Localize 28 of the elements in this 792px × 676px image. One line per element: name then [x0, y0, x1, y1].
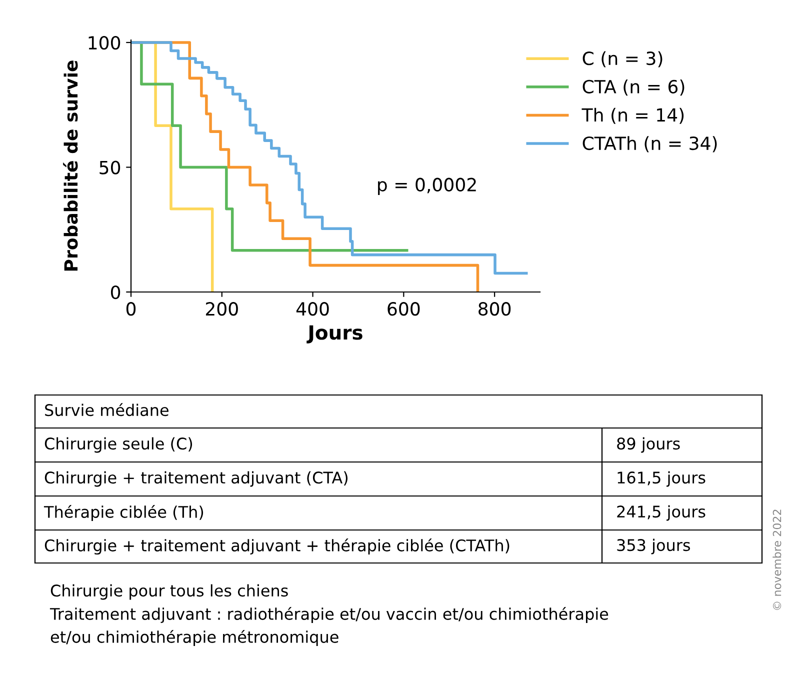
- legend-label: CTATh (n = 34): [582, 136, 717, 152]
- x-tick-label: 600: [388, 302, 420, 316]
- y-tick-label: 50: [100, 160, 120, 174]
- legend-label: Th (n = 14): [582, 108, 684, 124]
- x-tick-label: 200: [206, 302, 238, 316]
- text: 353 jours: [617, 538, 690, 554]
- text: 241,5 jours: [617, 505, 706, 521]
- legend-label: C (n = 3): [582, 51, 662, 68]
- x-tick-label: 0: [126, 302, 136, 316]
- text: Traitement adjuvant : radiothérapie et/ou vaccin et/ou chimiothérapie: [50, 606, 608, 624]
- text: Survie médiane: [45, 403, 168, 416]
- text: Chirurgie seule (C): [44, 437, 192, 453]
- y-tick-label: 100: [88, 36, 120, 50]
- legend-label: CTA (n = 6): [582, 80, 684, 96]
- text: Chirurgie + traitement adjuvant (CTA): [44, 471, 348, 487]
- annotation: p = 0,0002: [378, 178, 476, 195]
- y-axis-title: Probabilité de survie: [63, 60, 78, 271]
- text: 161,5 jours: [618, 471, 706, 487]
- text: Chirurgie pour tous les chiens: [50, 584, 288, 600]
- x-axis-title: Jours: [306, 325, 362, 344]
- text: 89 jours: [617, 437, 680, 453]
- x-tick-label: 400: [296, 302, 329, 316]
- y-tick-label: 0: [110, 285, 120, 300]
- text: Chirurgie + traitement adjuvant + thérapie ciblée (CTATh): [44, 538, 510, 555]
- text: Thérapie ciblée (Th): [44, 504, 204, 522]
- text: et/ou chimiothérapie métronomique: [50, 630, 338, 646]
- x-tick-label: 800: [478, 302, 511, 316]
- text: © novembre 2022: [772, 510, 782, 610]
